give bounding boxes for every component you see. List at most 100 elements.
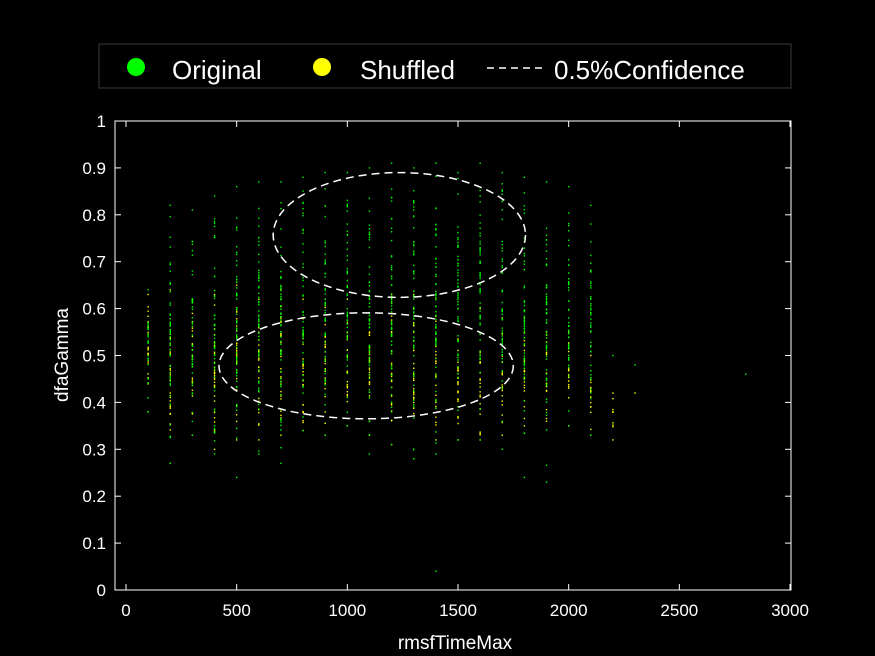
original-point [435, 162, 437, 164]
shuffled-point [435, 401, 437, 404]
original-point [590, 312, 592, 314]
original-point [479, 408, 481, 410]
original-point [390, 386, 393, 389]
shuffled-point [280, 341, 282, 344]
original-point [169, 321, 171, 323]
shuffled-point [545, 353, 548, 356]
original-point [523, 328, 526, 330]
original-point [390, 293, 393, 295]
original-point [479, 247, 481, 249]
original-point [413, 264, 415, 267]
original-point [567, 348, 570, 350]
original-point [213, 267, 216, 270]
original-point [191, 317, 194, 319]
shuffled-point [258, 439, 260, 441]
original-point [567, 300, 570, 302]
original-point [435, 227, 437, 230]
original-point [545, 355, 548, 357]
original-point [324, 334, 326, 337]
shuffled-point [280, 410, 282, 412]
original-point [368, 345, 371, 347]
original-point [590, 322, 592, 324]
original-point [346, 271, 349, 273]
original-point [280, 330, 282, 333]
original-point [213, 334, 216, 336]
original-point [235, 403, 238, 406]
shuffled-point [435, 375, 437, 377]
original-point [302, 263, 304, 265]
original-point [567, 259, 570, 261]
shuffled-point [191, 381, 194, 383]
original-point [346, 320, 349, 322]
original-point [457, 334, 459, 337]
original-point [523, 362, 526, 365]
original-point [302, 386, 304, 388]
original-point [435, 266, 437, 268]
original-point [346, 286, 349, 288]
original-point [501, 193, 503, 195]
original-point [258, 310, 260, 312]
original-point [479, 322, 481, 324]
shuffled-point [324, 387, 326, 390]
original-point [413, 190, 415, 192]
shuffled-point [169, 368, 171, 370]
shuffled-point [346, 391, 349, 393]
shuffled-point [147, 383, 149, 385]
original-point [479, 324, 481, 326]
legend-original-label: Original [172, 55, 262, 85]
original-point [346, 233, 349, 236]
original-point [457, 177, 459, 180]
shuffled-point [567, 374, 570, 376]
shuffled-point [457, 383, 459, 386]
shuffled-point [147, 310, 149, 312]
original-point [169, 246, 171, 248]
original-point [235, 334, 238, 336]
original-point [213, 357, 216, 360]
original-point [346, 356, 349, 359]
shuffled-point [213, 384, 216, 386]
shuffled-point [413, 379, 415, 381]
shuffled-point [567, 376, 570, 378]
original-point [235, 320, 238, 322]
original-point [324, 302, 326, 305]
shuffled-point [501, 355, 503, 357]
shuffled-point [258, 377, 260, 379]
original-point [501, 340, 503, 342]
shuffled-point [191, 312, 194, 315]
original-point [390, 326, 393, 329]
original-point [457, 171, 459, 174]
original-point [235, 476, 238, 479]
original-point [413, 374, 415, 376]
original-point [324, 333, 326, 335]
original-point [413, 209, 415, 211]
original-point [280, 287, 282, 290]
original-point [324, 188, 326, 190]
original-point [213, 337, 216, 340]
original-point [567, 324, 570, 327]
original-point [479, 254, 481, 256]
original-point [457, 265, 459, 267]
original-point [346, 314, 349, 316]
original-point [169, 204, 171, 207]
shuffled-point [390, 331, 393, 333]
original-point [413, 254, 415, 256]
original-point [479, 302, 481, 304]
original-point [324, 293, 326, 295]
shuffled-point [235, 414, 238, 416]
original-point [147, 336, 149, 338]
shuffled-point [413, 401, 415, 404]
original-point [213, 341, 216, 343]
original-point [213, 225, 216, 228]
original-point [567, 357, 570, 359]
original-point [191, 345, 194, 348]
shuffled-point [390, 372, 393, 375]
original-point [413, 306, 415, 308]
original-point [479, 273, 481, 276]
shuffled-point [413, 391, 415, 393]
shuffled-point [567, 350, 570, 353]
shuffled-point [280, 355, 282, 358]
shuffled-point [612, 439, 614, 441]
original-point [457, 292, 459, 294]
shuffled-point [413, 324, 415, 326]
original-point [280, 384, 282, 386]
